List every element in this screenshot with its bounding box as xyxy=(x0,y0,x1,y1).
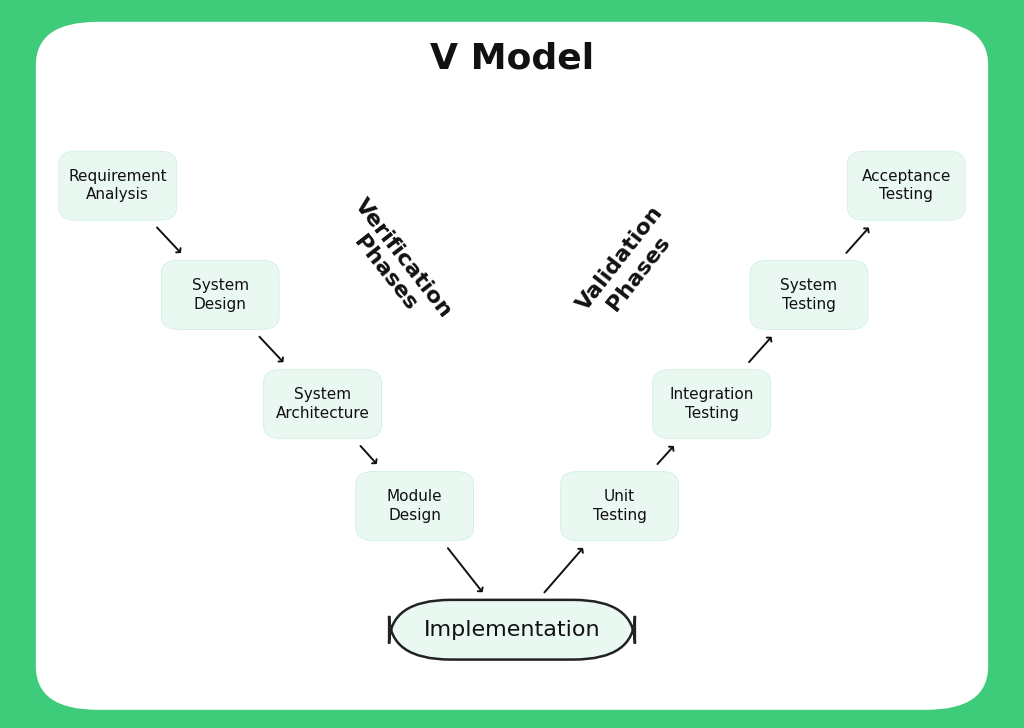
Text: Verification
Phases: Verification Phases xyxy=(333,195,456,336)
FancyBboxPatch shape xyxy=(561,472,678,540)
Text: Implementation: Implementation xyxy=(424,620,600,640)
FancyBboxPatch shape xyxy=(356,472,473,540)
FancyBboxPatch shape xyxy=(848,151,965,220)
FancyBboxPatch shape xyxy=(264,369,381,438)
Text: System
Design: System Design xyxy=(191,278,249,312)
FancyBboxPatch shape xyxy=(162,261,279,329)
Text: Integration
Testing: Integration Testing xyxy=(670,387,754,421)
Text: System
Testing: System Testing xyxy=(780,278,838,312)
Text: Acceptance
Testing: Acceptance Testing xyxy=(861,169,951,202)
FancyBboxPatch shape xyxy=(750,261,868,329)
FancyBboxPatch shape xyxy=(59,151,177,220)
Text: Validation
Phases: Validation Phases xyxy=(573,202,686,329)
FancyBboxPatch shape xyxy=(389,600,635,660)
Text: Module
Design: Module Design xyxy=(387,489,442,523)
FancyBboxPatch shape xyxy=(36,22,988,710)
Text: Requirement
Analysis: Requirement Analysis xyxy=(69,169,167,202)
Text: Unit
Testing: Unit Testing xyxy=(593,489,646,523)
FancyBboxPatch shape xyxy=(653,369,770,438)
Text: System
Architecture: System Architecture xyxy=(275,387,370,421)
Text: V Model: V Model xyxy=(430,41,594,75)
